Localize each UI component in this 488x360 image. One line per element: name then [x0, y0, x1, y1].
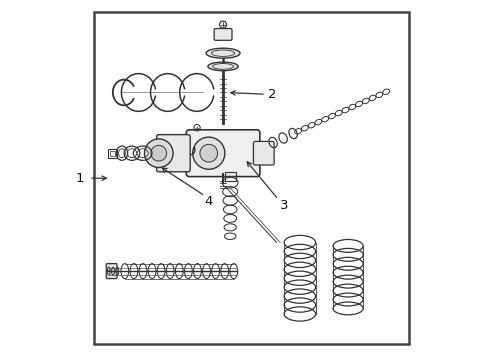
FancyBboxPatch shape [214, 28, 231, 40]
FancyBboxPatch shape [253, 141, 274, 165]
Circle shape [144, 139, 173, 167]
Text: 1: 1 [75, 172, 83, 185]
FancyBboxPatch shape [156, 135, 190, 172]
Bar [94, 12, 408, 344]
Circle shape [192, 137, 224, 169]
Text: 4: 4 [203, 195, 212, 208]
Ellipse shape [205, 48, 240, 58]
Circle shape [151, 145, 166, 161]
Circle shape [200, 144, 217, 162]
Circle shape [219, 21, 226, 28]
Bar [110, 151, 115, 156]
FancyBboxPatch shape [186, 130, 259, 177]
Ellipse shape [207, 62, 238, 71]
FancyBboxPatch shape [106, 264, 117, 279]
Text: 2: 2 [267, 88, 276, 101]
Bar [107, 149, 117, 158]
Text: 3: 3 [279, 198, 287, 212]
Bar [224, 172, 235, 181]
